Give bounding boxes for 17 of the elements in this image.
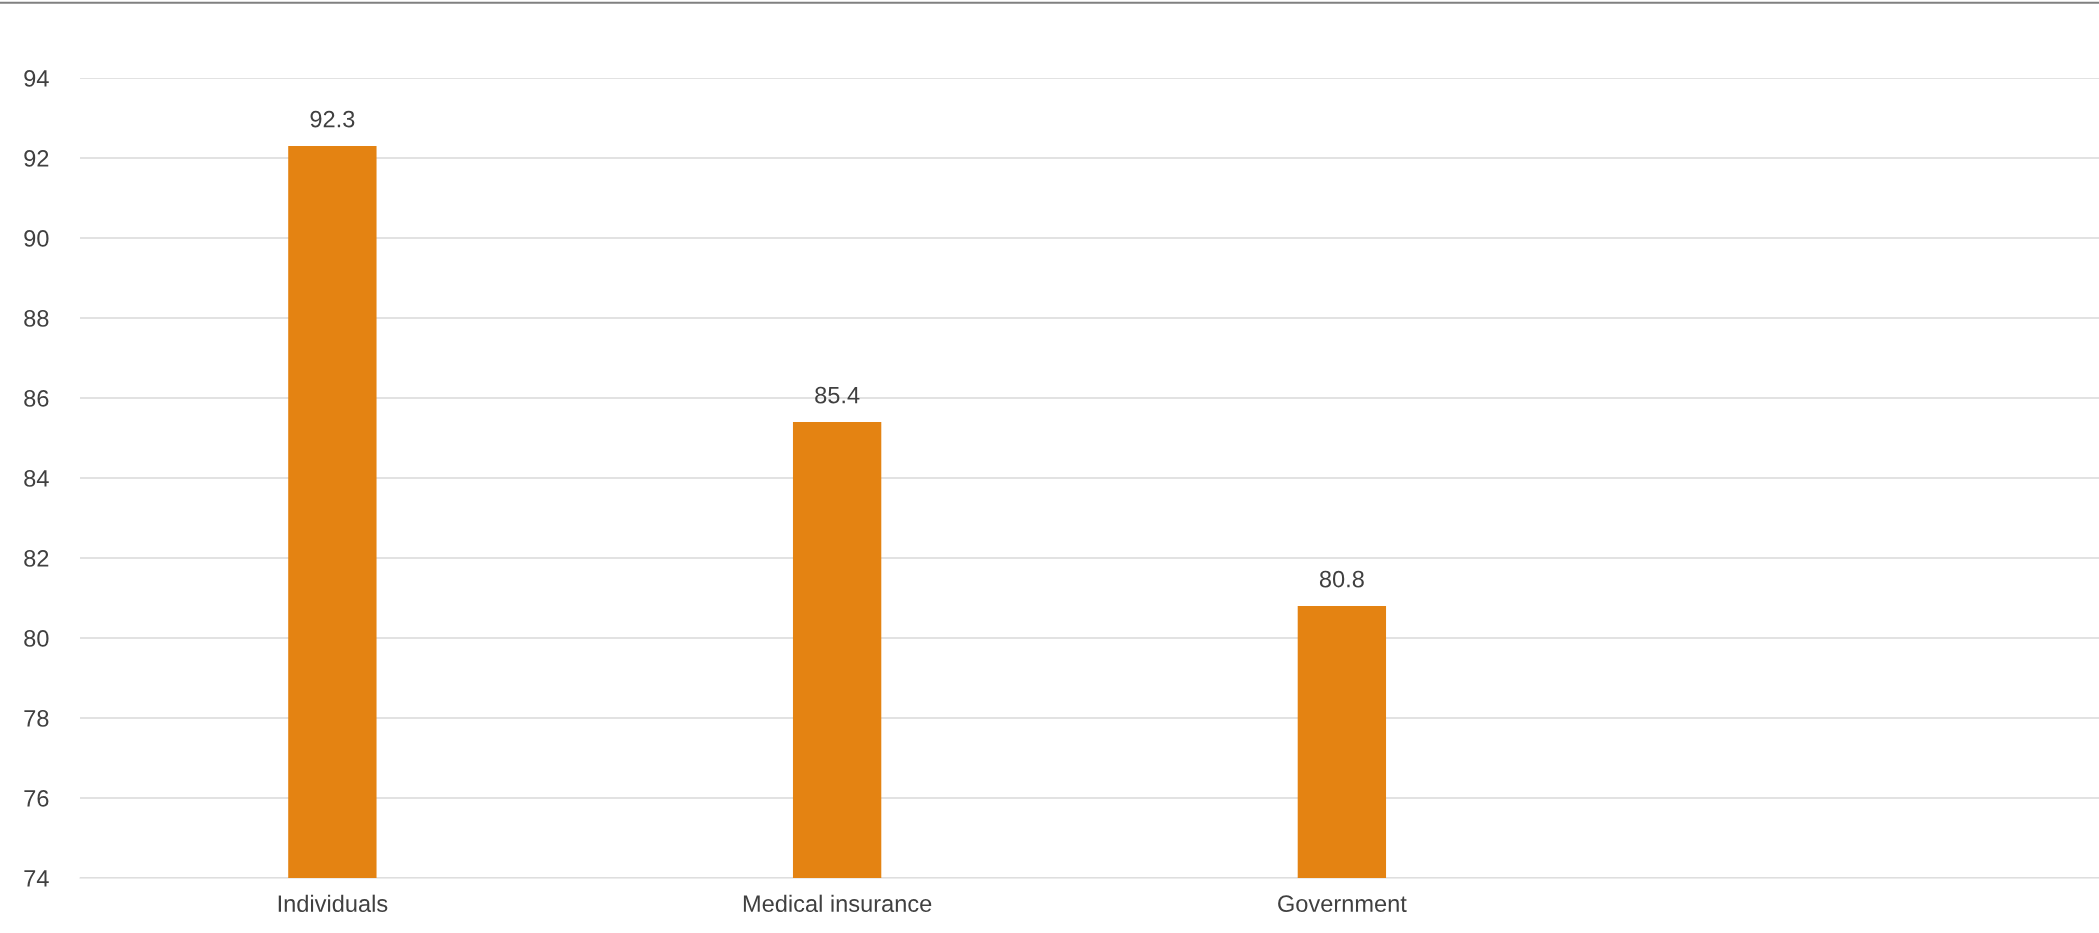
y-tick-label: 80: [24, 630, 49, 647]
y-tick-label: 74: [24, 870, 49, 887]
y-tick-label: 76: [24, 790, 49, 807]
x-tick-label: Government: [1278, 895, 1407, 913]
y-tick-label: 86: [24, 390, 49, 407]
data-label: 92.3: [310, 110, 355, 128]
x-tick-label: Medical insurance: [743, 894, 932, 913]
x-tick-label: Individuals: [278, 894, 388, 913]
y-tick-label: 94: [24, 70, 49, 87]
y-tick-label: 84: [24, 470, 49, 487]
data-label: 80.8: [1319, 570, 1364, 588]
y-tick-label: 82: [24, 550, 49, 567]
data-label: 85.4: [815, 386, 860, 404]
y-tick-label: 88: [24, 310, 49, 327]
y-tick-label: 90: [24, 230, 49, 247]
y-tick-label: 92: [24, 150, 49, 167]
y-tick-label: 78: [24, 710, 49, 727]
